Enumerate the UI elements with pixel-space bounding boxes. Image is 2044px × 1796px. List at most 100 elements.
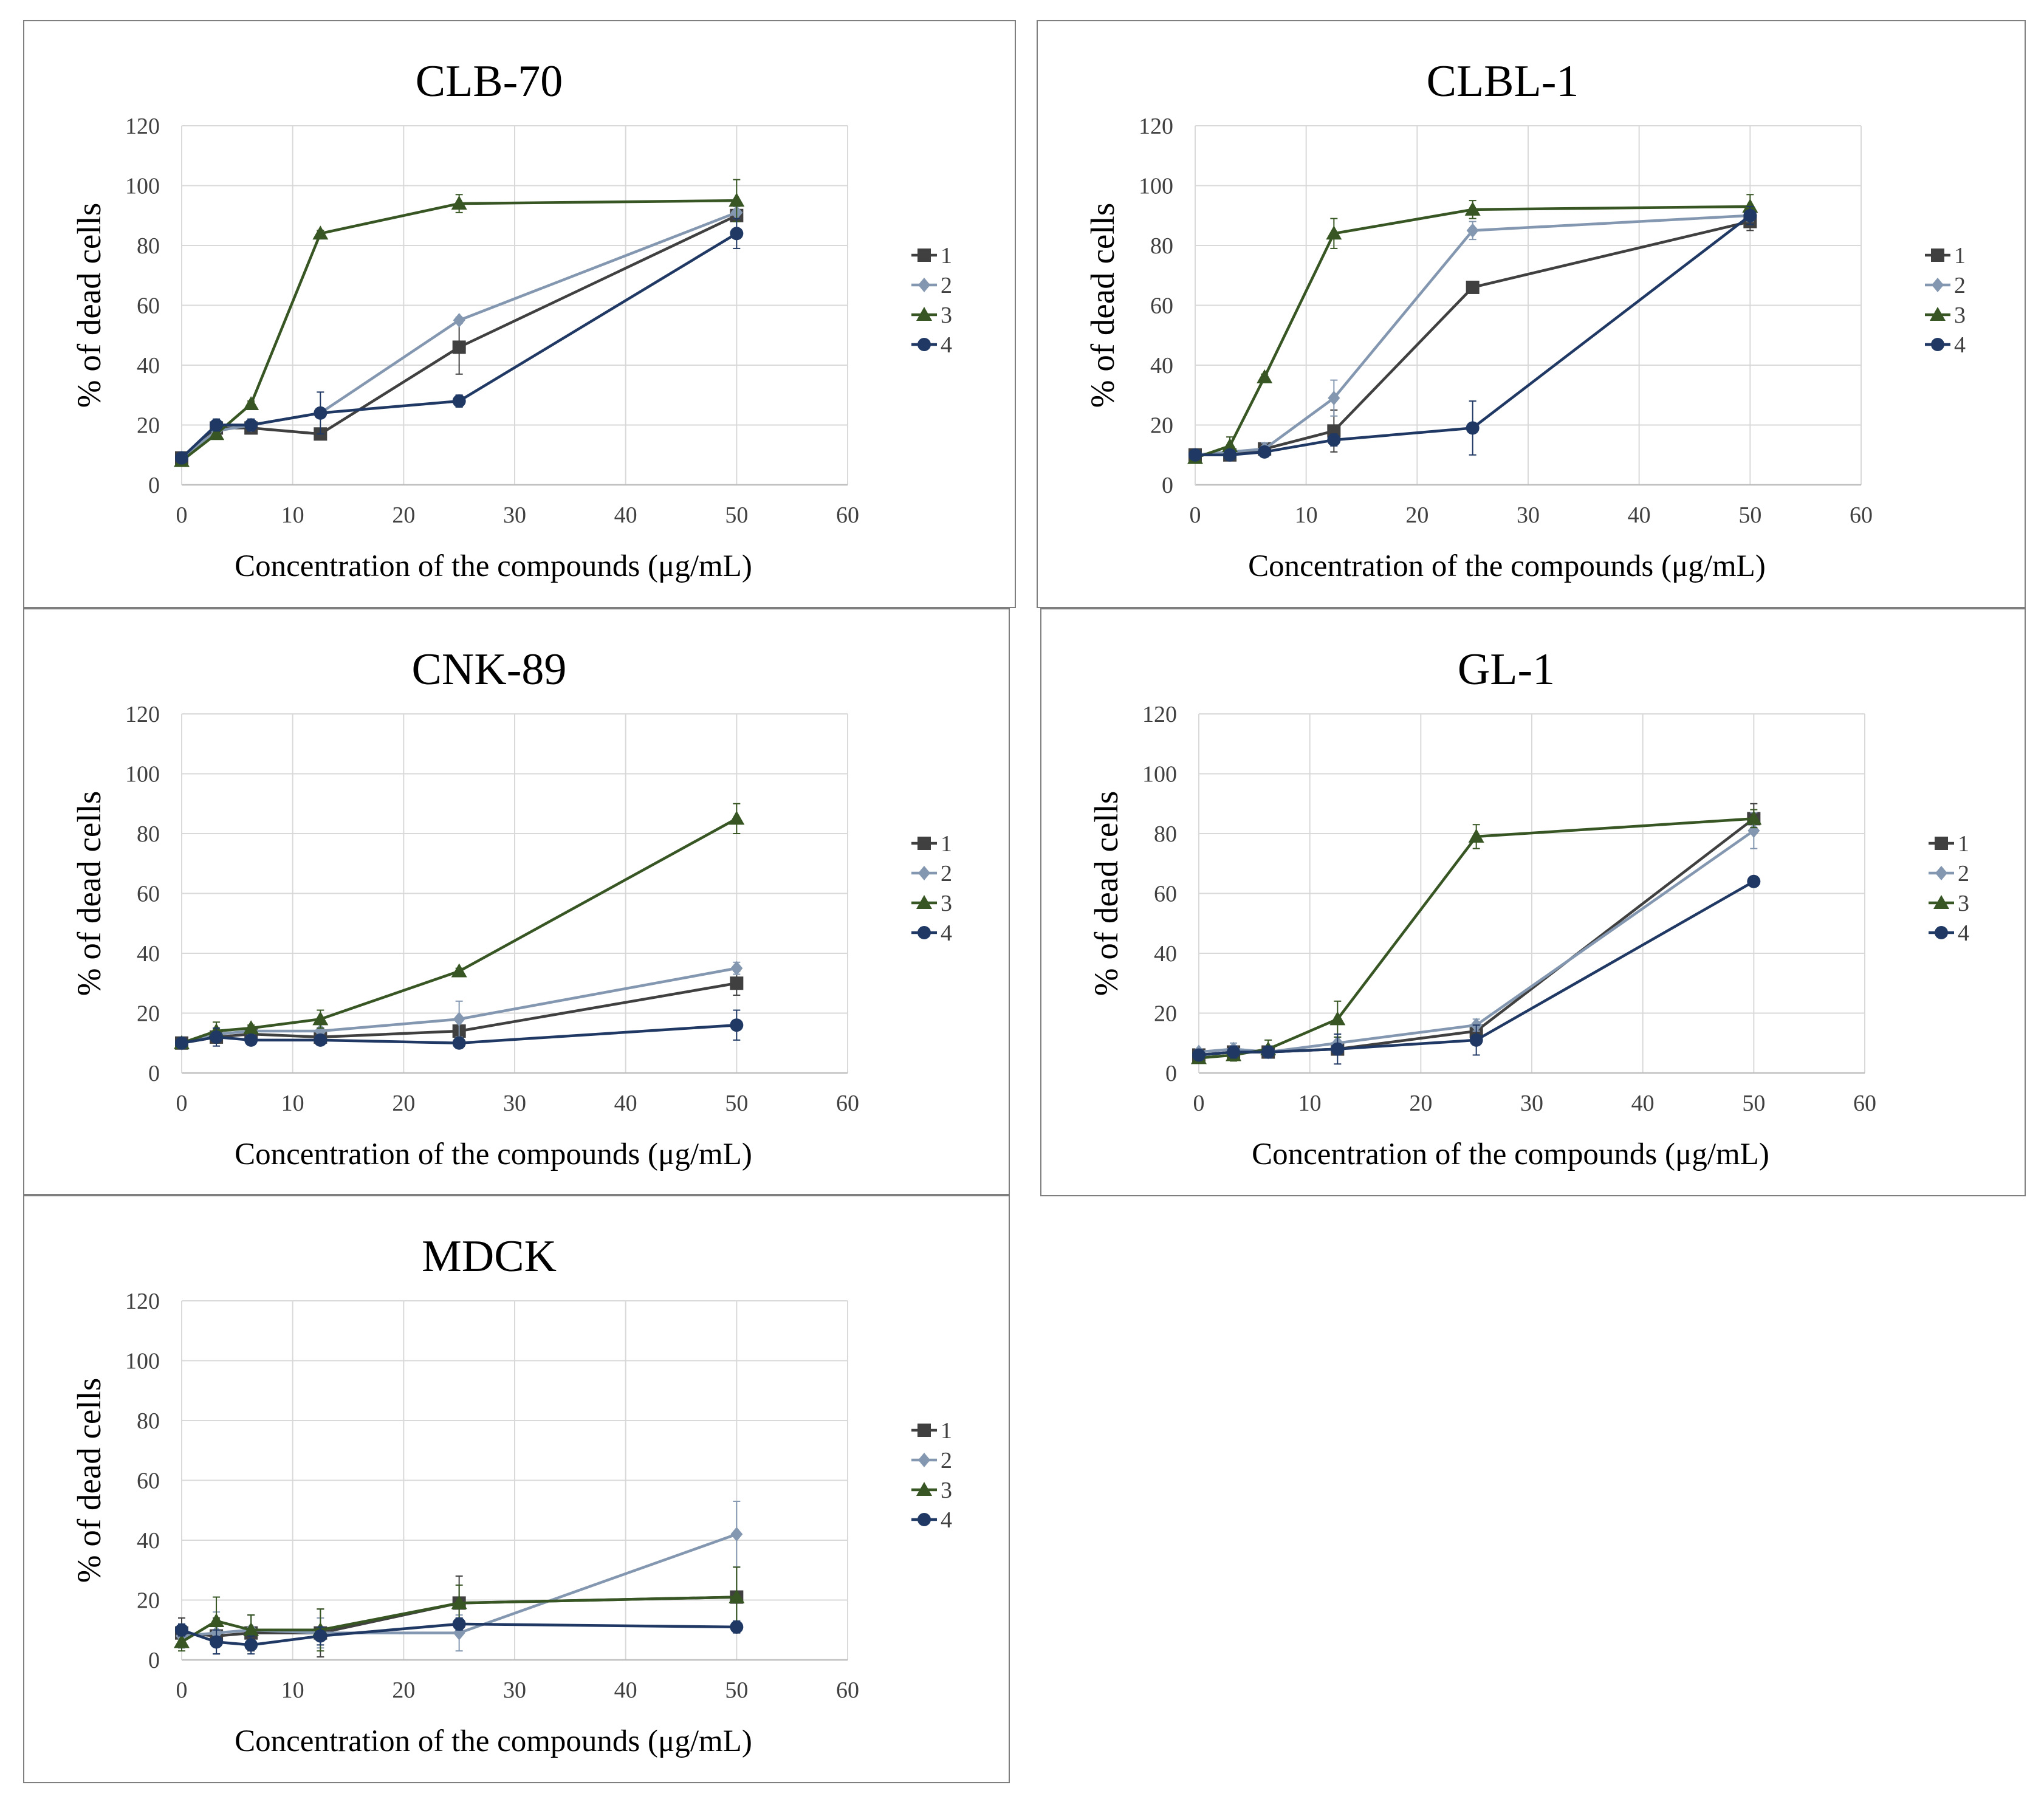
x-tick-label: 10 [1298,1091,1322,1116]
legend-label: 1 [941,243,952,269]
legend-item: 2 [911,273,952,298]
legend-marker [918,1453,930,1467]
legend-item: 4 [911,1507,952,1533]
y-tick-label: 20 [137,1588,160,1614]
legend-label: 3 [1958,891,1969,916]
data-point [730,1620,744,1634]
x-tick-label: 10 [281,1678,304,1703]
x-tick-label: 50 [725,502,748,528]
data-point [175,1623,188,1637]
legend-item: 1 [911,831,952,857]
data-point [1222,437,1238,452]
legend-label: 4 [941,1507,952,1533]
gridlines [182,713,848,1074]
x-tick-label: 60 [836,1091,859,1116]
data-point [452,340,466,354]
data-point [208,426,225,440]
x-tick-label: 30 [503,502,526,528]
legend-item: 2 [1925,273,1966,298]
data-point [1331,1042,1345,1056]
legend-label: 1 [1954,243,1966,269]
data-point [1746,811,1762,825]
data-point [1743,208,1757,222]
y-tick-label: 40 [1154,941,1177,967]
legend-item: 4 [911,332,952,358]
y-tick-label: 60 [137,882,160,907]
data-point [729,1589,745,1603]
data-point [730,1018,744,1032]
data-point [1466,280,1480,294]
data-point [1747,823,1760,838]
x-tick-label: 50 [725,1678,748,1703]
legend-marker [917,338,931,351]
data-point [314,1033,328,1047]
chart-panel-clb-70: CLB-70 0 20 40 60 80 100 120 0 10 20 30 40 50 60 Concen… [23,20,1016,608]
data-point [244,1033,258,1047]
chart-clb-70: CLB-70 0 20 40 60 80 100 120 0 10 20 30 40 50 60 Concen… [70,57,952,583]
data-point [451,196,467,210]
y-tick-label: 40 [1150,353,1173,379]
legend-label: 3 [941,1478,952,1503]
series-3 [174,803,745,1049]
data-point [451,1595,467,1609]
legend-item: 1 [1929,831,1969,857]
legend-marker [917,1513,931,1526]
legend: 1 2 3 4 [911,831,952,946]
data-point [1327,433,1341,447]
y-tick-label: 40 [137,941,160,967]
y-axis-label: % of dead cells [70,203,108,408]
data-point [1326,225,1342,240]
y-tick-label: 100 [125,762,160,787]
gridlines [182,1300,848,1661]
series-4 [1192,874,1761,1065]
data-point [1468,828,1484,843]
legend-item: 4 [1925,332,1966,358]
legend-marker [1935,837,1948,850]
x-axis-label: Concentration of the compounds (μg/mL) [235,1724,752,1758]
x-tick-label: 0 [176,1678,188,1703]
x-tick-label: 60 [836,1678,859,1703]
data-point [1188,448,1202,462]
data-point [314,1629,328,1643]
x-tick-label: 50 [1742,1091,1765,1116]
data-point [314,1024,327,1039]
y-tick-label: 120 [125,702,160,727]
y-tick-label: 80 [137,821,160,847]
x-tick-label: 0 [1193,1091,1205,1116]
gridlines [1195,125,1862,485]
data-point [1257,369,1273,383]
data-point [1192,1048,1205,1062]
series-1 [175,208,744,465]
data-point [730,961,743,976]
legend-marker [1935,866,1947,880]
data-point [1747,874,1761,888]
legend: 1 2 3 4 [1929,831,1969,946]
legend-item: 3 [911,891,952,916]
x-tick-label: 10 [281,502,304,528]
y-axis-label: % of dead cells [1084,203,1121,408]
y-tick-label: 0 [1165,1061,1177,1086]
chart-panel-mdck: MDCK 0 20 40 60 80 100 120 0 10 20 30 40 50 60 Concentr… [23,1195,1010,1783]
data-point [1329,1011,1346,1026]
chart-clbl-1: CLBL-1 0 20 40 60 80 100 120 0 10 20 30 40 50 60 Concen… [1084,57,1966,583]
data-point [210,418,224,432]
y-tick-label: 60 [137,293,160,319]
y-axis-label: % of dead cells [70,1378,108,1583]
x-tick-label: 40 [614,502,637,528]
y-tick-label: 0 [1162,473,1173,498]
legend-label: 1 [1958,831,1969,857]
data-point [451,963,467,978]
chart-panel-gl-1: GL-1 0 20 40 60 80 100 120 0 10 20 30 40 50 60 Concentr… [1040,608,2026,1196]
data-point [729,811,745,825]
legend-marker [916,895,932,909]
y-tick-label: 120 [1139,114,1173,139]
legend-item: 4 [1929,920,1969,946]
y-tick-label: 120 [125,1289,160,1314]
data-point [175,451,188,465]
data-point [730,976,744,990]
chart-title: CLBL-1 [1427,57,1579,106]
data-point [1466,421,1480,435]
chart-panel-clbl-1: CLBL-1 0 20 40 60 80 100 120 0 10 20 30 40 50 60 Concen… [1037,20,2026,608]
legend-label: 2 [941,273,952,298]
x-tick-label: 10 [281,1091,304,1116]
